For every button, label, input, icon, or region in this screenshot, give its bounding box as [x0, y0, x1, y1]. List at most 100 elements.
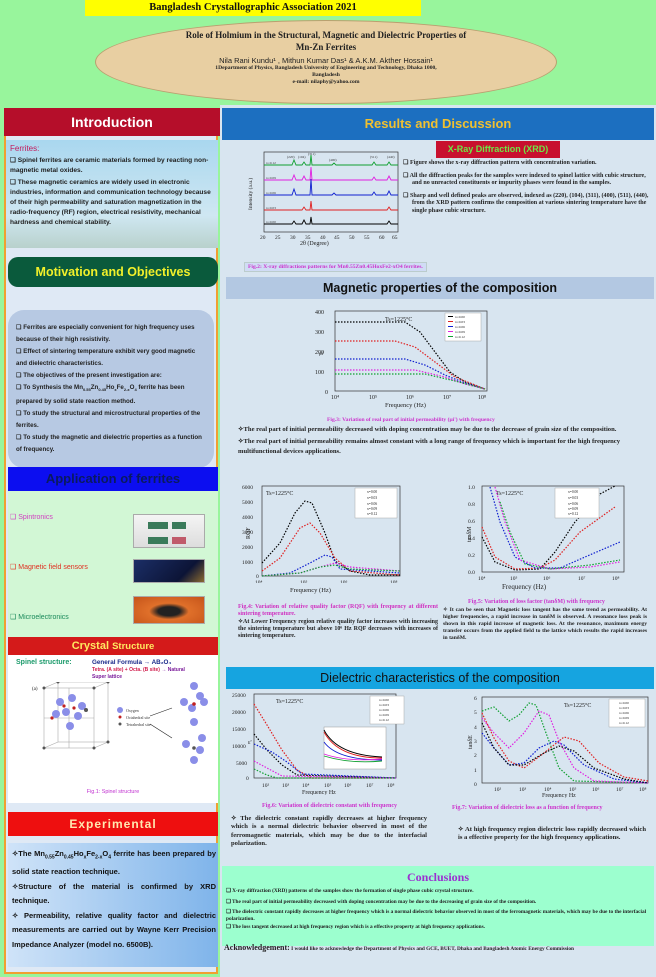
- svg-text:10⁸: 10⁸: [390, 580, 398, 583]
- title-ellipse: Role of Holmium in the Structural, Magne…: [95, 20, 557, 104]
- conclusion-item: ❑ The real part of initial permeability …: [226, 898, 537, 905]
- results-heading: Results and Discussion: [222, 108, 654, 140]
- svg-text:x=0.03: x=0.03: [367, 496, 377, 500]
- motivation-item: ❑ Effect of sintering temperature exhibi…: [16, 348, 196, 367]
- svg-text:x=0.00: x=0.00: [455, 315, 465, 319]
- svg-text:x=0.09: x=0.09: [619, 716, 629, 720]
- spinel-label: Spinel structure:: [16, 659, 72, 666]
- svg-text:35: 35: [305, 235, 311, 241]
- svg-text:(104): (104): [298, 155, 306, 159]
- svg-text:tanδE: tanδE: [468, 735, 474, 749]
- svg-text:RQF: RQF: [246, 527, 252, 539]
- motivation-item: ❑ Ferrites are especially convenient for…: [16, 324, 195, 343]
- motivation-item: ❑ To Synthesis the Mn0.55Zn0.45HoxFe2-xO…: [16, 384, 185, 406]
- introduction-heading: Introduction: [4, 108, 220, 136]
- svg-text:10⁵: 10⁵: [300, 580, 308, 583]
- svg-text:Ts=1225°C: Ts=1225°C: [496, 490, 523, 497]
- magnetic-loss-chart: 1.0 0.8 0.6 0.4 0.2 0.0 Ts=1225°C tanδM x=0.0…: [467, 485, 625, 582]
- svg-text:10³: 10³: [282, 783, 290, 789]
- xrd-text: ❑ Figure shows the x-ray diffraction pat…: [403, 160, 649, 221]
- svg-text:0: 0: [246, 776, 249, 782]
- svg-text:x=0.09: x=0.09: [455, 330, 465, 334]
- svg-text:(511): (511): [370, 155, 378, 159]
- application-microelectronics: ❑ Microelectronics: [10, 614, 69, 621]
- svg-text:Frequency Hz: Frequency Hz: [542, 793, 576, 798]
- svg-text:10⁸: 10⁸: [612, 576, 620, 582]
- svg-text:x=0.03: x=0.03: [379, 703, 389, 707]
- svg-text:0.0: 0.0: [468, 570, 475, 576]
- svg-text:400: 400: [315, 310, 324, 316]
- svg-text:10⁸: 10⁸: [478, 395, 486, 401]
- svg-text:x=0.09: x=0.09: [568, 507, 578, 511]
- svg-text:Frequency (Hz): Frequency (Hz): [385, 402, 426, 409]
- svg-text:4000: 4000: [242, 515, 253, 521]
- svg-text:25000: 25000: [232, 693, 246, 699]
- svg-text:300: 300: [315, 330, 324, 336]
- intro-item: ❑ Spinel ferrites are ceramic materials …: [10, 157, 209, 174]
- svg-text:3: 3: [474, 739, 477, 745]
- magnetic-heading: Magnetic properties of the composition: [226, 277, 654, 299]
- crystal-structure-body: Spinel structure: General Formula → AB₂O…: [8, 655, 218, 803]
- fig3-caption: Fig.3: Variation of real part of initial…: [327, 417, 495, 423]
- svg-text:x=0.09: x=0.09: [266, 176, 276, 180]
- poster-title-line2: Mn-Zn Ferrites: [295, 42, 357, 52]
- fig7-caption: Fig.7: Variation of dielectric loss as a…: [452, 805, 603, 811]
- spinel-structure-diagram: (a) Oxygen Octahedral site Tetrahedral s…: [32, 682, 208, 764]
- svg-text:0: 0: [325, 390, 328, 396]
- svg-text:45: 45: [334, 235, 340, 241]
- spintronics-image: [133, 514, 205, 548]
- svg-text:6: 6: [474, 696, 477, 702]
- xrd-xlabel: 2θ (Degree): [300, 241, 329, 247]
- svg-text:10⁵: 10⁵: [510, 576, 518, 582]
- super-lattice: Super lattice: [92, 674, 123, 680]
- svg-text:1.0: 1.0: [468, 485, 475, 491]
- general-formula: General Formula → AB₂O₄: [92, 659, 172, 666]
- svg-text:0.8: 0.8: [468, 502, 475, 508]
- svg-text:5000: 5000: [236, 761, 247, 767]
- svg-text:10³: 10³: [519, 787, 527, 793]
- svg-text:x=0.03: x=0.03: [455, 320, 465, 324]
- application-magnetic-sensors: ❑ Magnetic field sensors: [10, 564, 88, 571]
- svg-text:x=0.06: x=0.06: [367, 502, 377, 506]
- conference-banner: Bangladesh Crystallographic Association …: [85, 0, 421, 16]
- svg-text:4: 4: [474, 725, 477, 731]
- svg-text:x=0.09: x=0.09: [379, 713, 389, 717]
- conclusion-item: ❑ The dielectric constant rapidly decrea…: [226, 909, 647, 922]
- svg-text:25: 25: [275, 235, 281, 241]
- svg-text:x=0.03: x=0.03: [266, 206, 276, 210]
- svg-text:100: 100: [315, 370, 324, 376]
- motivation-item: ❑ To study the structural and microstruc…: [16, 410, 201, 430]
- svg-text:20: 20: [260, 235, 266, 241]
- acknowledgement: Acknowledgement: I would like to acknowl…: [224, 943, 574, 953]
- svg-text:0.4: 0.4: [468, 536, 475, 542]
- svg-text:3000: 3000: [242, 530, 253, 536]
- xrd-point: ❑ All the diffraction peaks for the samp…: [403, 172, 646, 187]
- svg-text:Octahedral site: Octahedral site: [126, 715, 150, 720]
- conclusions-heading: Conclusions: [406, 870, 470, 884]
- email: e-mail: nilaphy@yahoo.com: [292, 79, 360, 85]
- dielectric-constant-chart: 25000 20000 15000 10000 5000 0 Ts=1225°C ε' x…: [232, 693, 405, 795]
- svg-text:5000: 5000: [242, 500, 253, 506]
- svg-text:10²: 10²: [262, 783, 270, 789]
- svg-text:10²: 10²: [494, 787, 502, 793]
- svg-text:10⁷: 10⁷: [366, 783, 374, 789]
- svg-text:10⁷: 10⁷: [443, 395, 451, 401]
- permeability-chart: 400 300 200 100 0 10⁴ 10⁵ 10⁶ 10⁷ 10⁸ Frequency …: [315, 310, 488, 409]
- svg-text:10⁵: 10⁵: [324, 783, 332, 789]
- svg-text:1000: 1000: [242, 560, 253, 566]
- svg-text:10⁴: 10⁴: [302, 783, 310, 789]
- svg-text:x=0.09: x=0.09: [367, 507, 377, 511]
- svg-text:x=0.00: x=0.00: [619, 701, 629, 705]
- svg-text:0.2: 0.2: [468, 553, 475, 559]
- svg-text:x=0.12: x=0.12: [367, 512, 377, 516]
- svg-text:Oxygen: Oxygen: [126, 708, 139, 713]
- svg-text:x=0.06: x=0.06: [266, 191, 276, 195]
- xrd-point: ❑ Figure shows the x-ray diffraction pat…: [403, 160, 597, 166]
- svg-text:1: 1: [474, 768, 477, 774]
- svg-text:6000: 6000: [242, 485, 253, 491]
- magnetic-bullet: ✧The real part of initial permeability r…: [238, 438, 621, 455]
- fig1-caption: Fig.1: Spinel structure: [86, 789, 140, 795]
- dielectric-heading: Dielectric characteristics of the compos…: [226, 667, 654, 689]
- svg-text:x=0.12: x=0.12: [455, 335, 465, 339]
- svg-text:5: 5: [474, 710, 477, 716]
